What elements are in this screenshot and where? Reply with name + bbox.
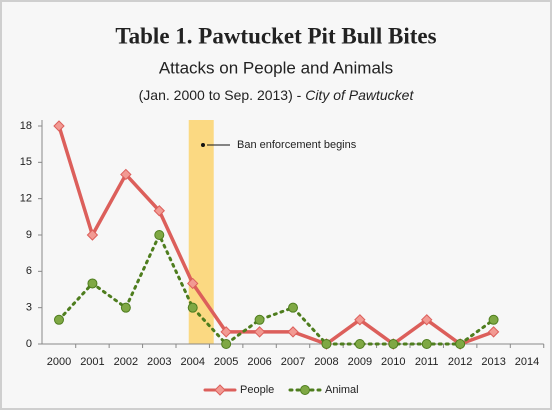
point xyxy=(53,120,65,132)
period: (Jan. 2000 to Sep. 2013) - xyxy=(139,87,306,103)
y-tick-label: 18 xyxy=(20,120,32,132)
chart-title: Table 1. Pawtucket Pit Bull Bites xyxy=(115,23,436,48)
x-tick-label: 2009 xyxy=(348,356,372,368)
point xyxy=(288,302,299,313)
point xyxy=(254,314,265,325)
x-tick-label: 2008 xyxy=(314,356,338,368)
y-tick-label: 15 xyxy=(20,156,32,168)
x-tick-label: 2001 xyxy=(80,356,104,368)
x-tick-label: 2003 xyxy=(147,356,171,368)
chart-period: (Jan. 2000 to Sep. 2013) - City of Pawtu… xyxy=(139,87,415,103)
point xyxy=(187,277,199,290)
x-tick-label: 2010 xyxy=(381,356,405,368)
x-tick-label: 2002 xyxy=(114,356,138,368)
point xyxy=(287,326,299,338)
legend-marker xyxy=(300,385,310,395)
point xyxy=(421,339,432,349)
point xyxy=(220,326,232,338)
x-tick-label: 2004 xyxy=(180,356,204,368)
point xyxy=(487,326,500,338)
y-tick-label: 12 xyxy=(20,193,32,205)
x-tick-label: 2014 xyxy=(515,356,539,368)
legend-label: People xyxy=(240,384,274,396)
point xyxy=(354,339,365,349)
y-tick-label: 9 xyxy=(26,229,32,241)
point xyxy=(354,314,366,326)
point xyxy=(488,314,499,325)
x-tick-label: 2006 xyxy=(247,356,271,368)
source: City of Pawtucket xyxy=(305,87,414,103)
x-tick-label: 2011 xyxy=(415,356,439,368)
x-tick-label: 2012 xyxy=(448,356,472,368)
x-tick-label: 2013 xyxy=(481,356,505,368)
legend-label: Animal xyxy=(325,384,359,396)
point xyxy=(388,339,399,349)
point xyxy=(187,302,198,313)
point xyxy=(421,314,433,326)
point xyxy=(87,278,98,289)
point xyxy=(455,339,466,349)
y-tick-label: 6 xyxy=(26,265,32,277)
x-tick-label: 2005 xyxy=(214,356,238,368)
point xyxy=(253,326,266,338)
chart-subtitle: Attacks on People and Animals xyxy=(159,58,393,77)
point xyxy=(221,339,232,349)
y-tick-label: 0 xyxy=(26,338,32,350)
y-tick-label: 3 xyxy=(26,302,32,314)
point xyxy=(321,339,332,349)
annotation-dot xyxy=(201,143,205,147)
legend-marker xyxy=(214,384,226,396)
point xyxy=(54,314,64,325)
series-line xyxy=(57,231,496,346)
x-tick-label: 2007 xyxy=(281,356,305,368)
point xyxy=(120,168,132,181)
annotation: Ban enforcement begins xyxy=(237,139,357,151)
series-line xyxy=(57,124,496,347)
point xyxy=(154,230,165,240)
point xyxy=(153,205,165,217)
point xyxy=(120,302,131,313)
x-tick-label: 2000 xyxy=(47,356,71,368)
point xyxy=(86,229,99,241)
